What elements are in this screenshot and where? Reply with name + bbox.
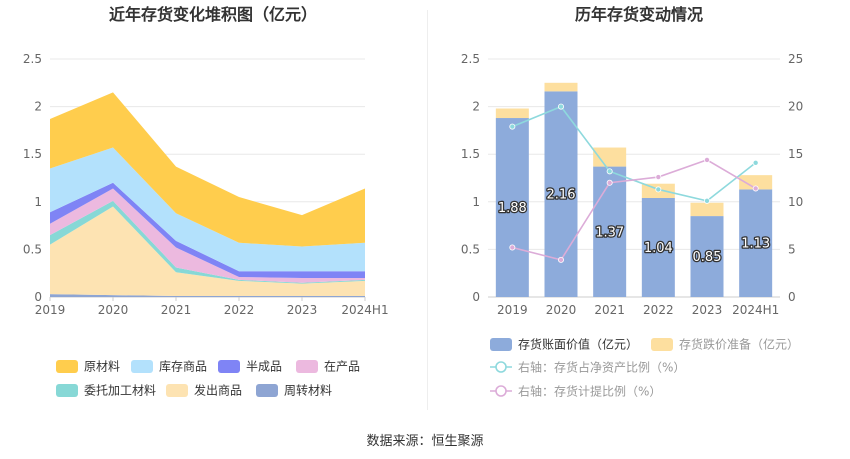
area-x-tick-label: 2024H1 (341, 303, 388, 317)
line-legend-marker (495, 385, 507, 397)
ratio-point (704, 197, 711, 204)
bar-y2-tick-label: 5 (788, 242, 796, 256)
area-x-tick-label: 2023 (287, 303, 318, 317)
area-x-tick-label: 2022 (224, 303, 255, 317)
area-legend-label: 库存商品 (159, 359, 207, 374)
provision-point (655, 174, 662, 181)
bar-x-tick-label: 2020 (546, 303, 577, 317)
bar-x-tick-label: 2019 (497, 303, 528, 317)
bar-y-tick-label: 1 (472, 195, 480, 209)
bar-x-tick-label: 2024H1 (732, 303, 779, 317)
bar-value-label: 1.13 (741, 237, 770, 252)
line-legend-marker (495, 361, 507, 373)
bar-value-label: 1.37 (595, 225, 624, 240)
ratio-point (558, 103, 565, 110)
bar-y-tick-label: 1.5 (461, 147, 480, 161)
area-series-5 (50, 147, 365, 272)
bar-y-tick-label: 0.5 (461, 242, 480, 256)
area-series-2 (50, 200, 365, 284)
ratio-point (752, 159, 759, 166)
area-y-tick-label: 1 (34, 195, 42, 209)
area-y-tick-label: 0.5 (23, 242, 42, 256)
area-legend-swatch (131, 360, 153, 373)
provision-point (558, 256, 565, 263)
bar-value-label-bg (497, 199, 528, 217)
bar-value-label-bg (740, 234, 771, 252)
area-series-3 (50, 188, 365, 283)
bar-legend-swatch-book-value (490, 338, 512, 351)
area-series-0 (50, 294, 365, 297)
bar-value-label-bg (692, 248, 722, 266)
area-y-tick-label: 0 (34, 290, 42, 304)
area-legend-swatch (296, 360, 318, 373)
data-source-note: 数据来源：恒生聚源 (366, 434, 484, 449)
area-legend-swatch (56, 384, 78, 397)
bar-y2-tick-label: 10 (788, 195, 803, 209)
area-legend-swatch (166, 384, 188, 397)
bar-value-label-bg (546, 185, 576, 203)
area-chart-title: 近年存货变化堆积图（亿元） (109, 5, 317, 24)
line-legend-label: 右轴：存货占净资产比例（%） (518, 360, 685, 375)
bar-x-tick-label: 2023 (692, 303, 723, 317)
ratio-point (509, 123, 516, 130)
bar-value-label-bg (594, 223, 625, 241)
area-legend-swatch (56, 360, 78, 373)
bar-impairment (495, 108, 529, 119)
area-y-tick-label: 2.5 (23, 52, 42, 66)
provision-point (509, 244, 516, 251)
area-legend-swatch (256, 384, 278, 397)
area-legend-label: 周转材料 (284, 383, 332, 398)
line-legend-label: 右轴：存货计提比例（%） (518, 384, 661, 399)
ratio-point (655, 186, 662, 193)
bar-legend-swatch-impairment (651, 338, 673, 351)
area-legend-swatch (218, 360, 240, 373)
bar-y-tick-label: 2.5 (461, 52, 480, 66)
area-legend-label: 半成品 (246, 360, 282, 374)
area-x-tick-label: 2021 (161, 303, 192, 317)
bar-x-tick-label: 2021 (594, 303, 625, 317)
bar-y2-tick-label: 20 (788, 100, 803, 114)
area-x-tick-label: 2019 (35, 303, 66, 317)
bar-impairment (593, 147, 627, 167)
bar-y2-tick-label: 25 (788, 52, 803, 66)
area-legend-label: 原材料 (84, 360, 120, 374)
bar-y-tick-label: 2 (472, 100, 480, 114)
bar-impairment (690, 202, 724, 217)
bar-value-label: 2.16 (547, 188, 576, 203)
bar-y2-tick-label: 0 (788, 290, 796, 304)
bar-impairment (544, 82, 578, 92)
bar-legend-label: 存货账面价值（亿元） (518, 337, 638, 352)
ratio-point (606, 168, 613, 175)
area-series-1 (50, 206, 365, 297)
area-series-6 (50, 92, 365, 247)
bar-x-tick-label: 2022 (643, 303, 674, 317)
bar-chart-title: 历年存货变动情况 (575, 5, 703, 24)
area-x-tick-label: 2020 (98, 303, 129, 317)
provision-point (704, 156, 711, 163)
area-y-tick-label: 1.5 (23, 147, 42, 161)
panel-divider (427, 10, 428, 410)
bar-value-label: 1.04 (644, 241, 673, 256)
bar-value-label: 1.88 (498, 201, 527, 216)
bar-legend-label: 存货跌价准备（亿元） (679, 337, 799, 352)
bar-value-label-bg (643, 238, 674, 256)
provision-point (752, 185, 759, 192)
area-legend-label: 发出商品 (194, 383, 242, 398)
area-series-4 (50, 182, 365, 278)
area-legend-label: 在产品 (324, 360, 360, 374)
bar-y-tick-label: 0 (472, 290, 480, 304)
bar-y2-tick-label: 15 (788, 147, 803, 161)
bar-value-label: 0.85 (693, 250, 722, 265)
provision-line (512, 159, 757, 261)
area-legend-label: 委托加工材料 (84, 384, 156, 398)
provision-point (606, 179, 613, 186)
area-y-tick-label: 2 (34, 100, 42, 114)
bar-impairment (739, 175, 773, 190)
